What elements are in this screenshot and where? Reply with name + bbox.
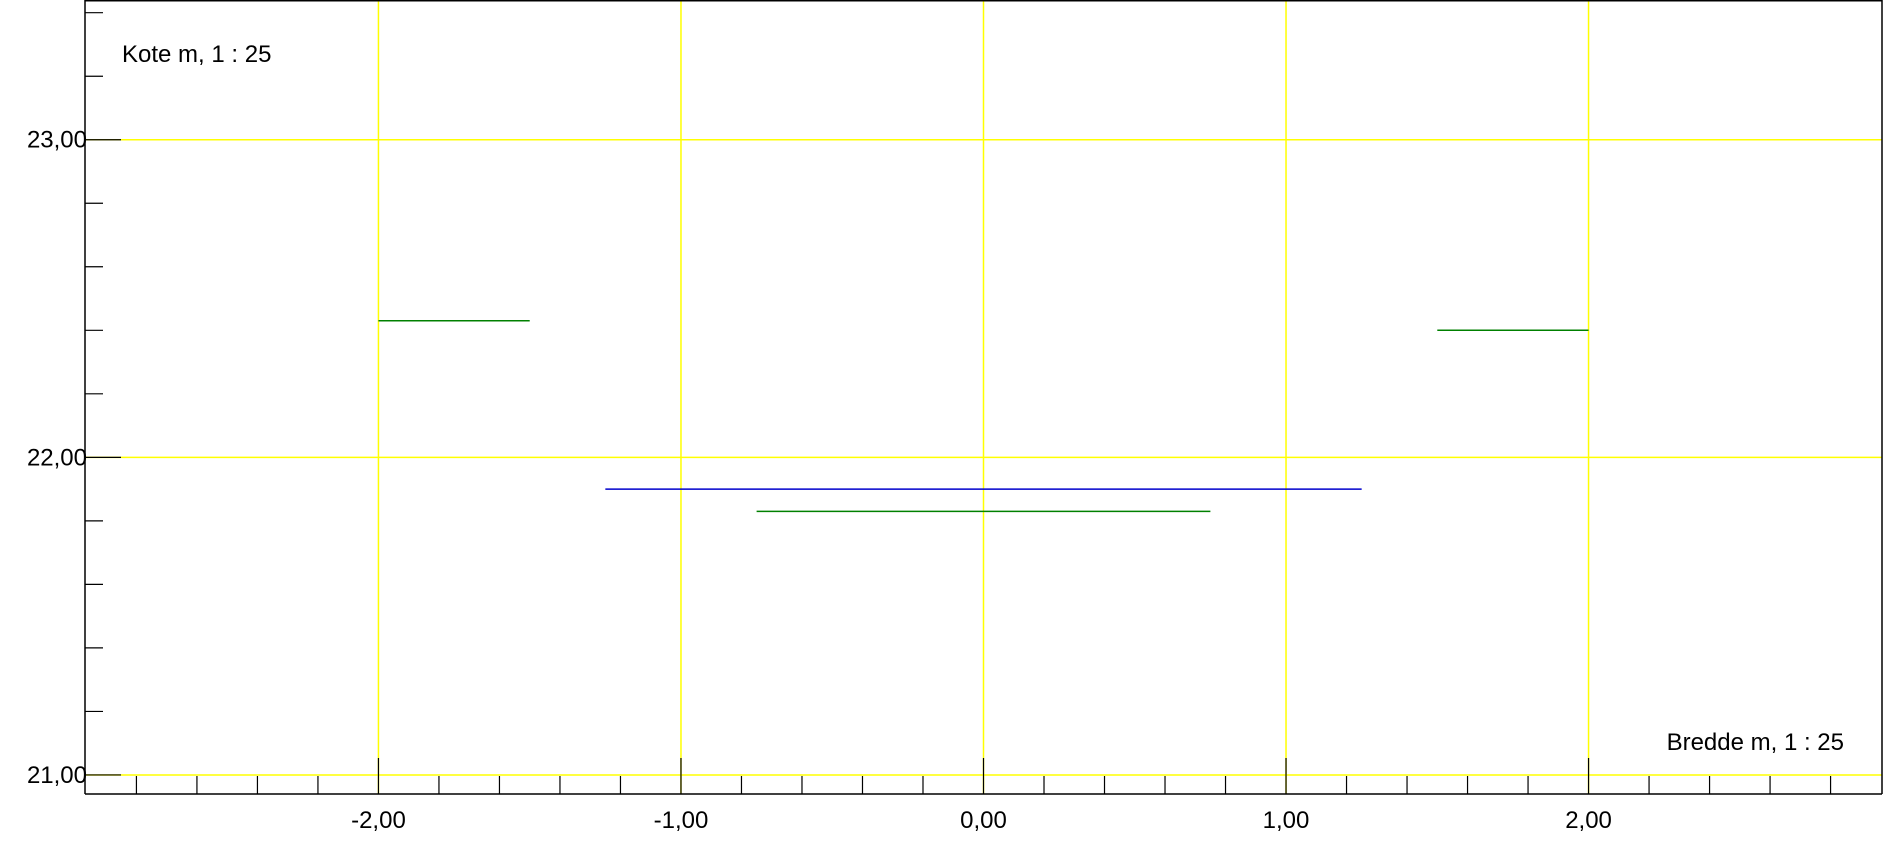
y-axis-title: Kote m, 1 : 25 [122,41,271,68]
x-tick-label: 1,00 [1263,807,1310,834]
x-tick-label: -2,00 [351,807,406,834]
x-tick-label: 2,00 [1565,807,1612,834]
tick-labels: -2,00 -1,00 0,00 1,00 2,00 21,00 22,00 23,00 [27,127,1612,834]
x-tick-label: 0,00 [960,807,1007,834]
y-tick-label: 22,00 [27,444,87,471]
data-series [378,320,1589,513]
y-tick-label: 23,00 [27,127,87,154]
y-tick-label: 21,00 [27,762,87,789]
grid [85,0,1882,794]
axes [84,0,1883,795]
x-tick-label: -1,00 [654,807,709,834]
x-axis-title: Bredde m, 1 : 25 [1667,729,1844,756]
